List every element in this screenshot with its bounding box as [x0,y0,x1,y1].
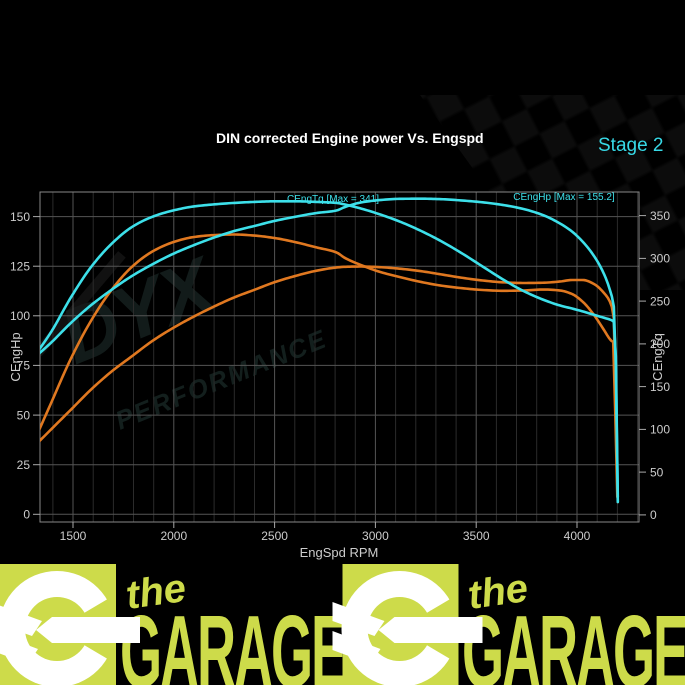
svg-text:EngSpd RPM: EngSpd RPM [300,545,379,560]
svg-text:3000: 3000 [362,529,389,543]
svg-text:150: 150 [650,380,670,394]
svg-text:300: 300 [650,252,670,266]
svg-text:CEngHp: CEngHp [8,332,23,381]
svg-text:25: 25 [17,458,31,472]
svg-text:0: 0 [650,508,657,522]
svg-text:CEngTq [Max = 341]: CEngTq [Max = 341] [287,194,379,205]
svg-text:250: 250 [650,294,670,308]
svg-text:50: 50 [17,408,31,422]
svg-text:50: 50 [650,465,664,479]
svg-text:2500: 2500 [261,529,288,543]
svg-text:100: 100 [650,423,670,437]
svg-text:4000: 4000 [564,529,591,543]
svg-text:CEngHp [Max = 155.2]: CEngHp [Max = 155.2] [513,192,615,203]
svg-text:3500: 3500 [463,529,490,543]
svg-text:1500: 1500 [60,529,87,543]
svg-text:150: 150 [10,210,30,224]
svg-text:100: 100 [10,309,30,323]
svg-text:0: 0 [23,508,30,522]
svg-text:2000: 2000 [160,529,187,543]
svg-text:125: 125 [10,259,30,273]
svg-text:350: 350 [650,209,670,223]
svg-text:CEngTq: CEngTq [650,333,665,381]
